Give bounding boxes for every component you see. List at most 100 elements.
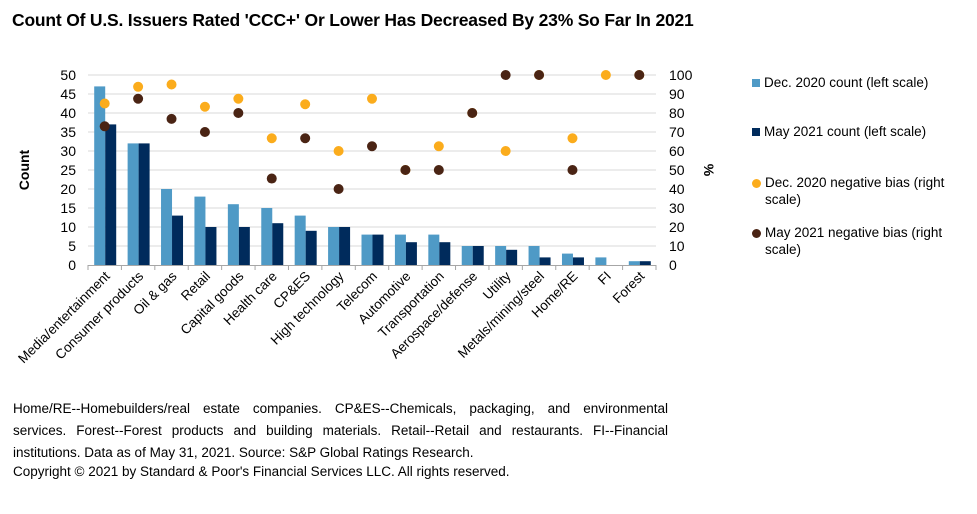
bar-dec-count — [294, 215, 306, 265]
bar-dec-count — [528, 246, 540, 265]
dot-dec-bias — [166, 79, 177, 90]
dot-dec-bias — [333, 146, 344, 156]
dot-dec-bias — [133, 81, 144, 92]
dot-may-bias — [333, 184, 344, 194]
bar-may-count — [506, 249, 518, 265]
bar-dec-count — [127, 143, 139, 265]
bar-may-count — [272, 223, 284, 265]
y-axis-title: Count — [16, 149, 32, 190]
bar-may-count — [238, 227, 250, 265]
legend-swatch-circle-icon — [752, 229, 761, 238]
dot-dec-bias — [367, 93, 377, 104]
x-category-label: Forest — [610, 268, 648, 306]
y2-tick-label: 20 — [669, 219, 685, 235]
dot-may-bias — [266, 173, 277, 184]
dot-dec-bias — [266, 133, 277, 144]
dot-dec-bias — [199, 101, 210, 112]
dot-may-bias — [166, 113, 177, 124]
dot-dec-bias — [567, 133, 578, 144]
bar-dec-count — [628, 261, 640, 265]
dot-may-bias — [367, 141, 377, 152]
y2-tick-label: 40 — [669, 181, 685, 197]
bar-dec-count — [161, 189, 173, 265]
y-tick-label: 25 — [60, 162, 76, 178]
y-tick-label: 10 — [60, 219, 76, 235]
bar-may-count — [472, 246, 484, 265]
legend-swatch-square-icon — [752, 79, 760, 87]
dots — [99, 70, 645, 194]
dot-may-bias — [133, 93, 144, 104]
y-tick-label: 15 — [60, 200, 76, 216]
y2-tick-label: 50 — [669, 162, 685, 178]
bar-may-count — [339, 227, 351, 265]
legend-label: Dec. 2020 negative bias (right scale) — [765, 175, 945, 207]
bar-may-count — [539, 257, 551, 265]
y2-tick-label: 60 — [669, 143, 685, 159]
dot-dec-bias — [500, 146, 511, 156]
dot-dec-bias — [600, 70, 611, 80]
y2-axis-title: % — [701, 164, 717, 177]
bar-may-count — [372, 234, 384, 265]
bar-dec-count — [495, 246, 507, 265]
bar-dec-count — [394, 234, 406, 265]
dot-may-bias — [300, 133, 311, 144]
legend-swatch-square-icon — [752, 128, 760, 136]
dot-dec-bias — [99, 98, 110, 109]
bar-dec-count — [461, 246, 473, 265]
bar-dec-count — [94, 86, 106, 266]
y2-tick-label: 30 — [669, 200, 685, 216]
dot-may-bias — [199, 127, 210, 137]
footnote: Home/RE--Homebuilders/real estate compan… — [13, 401, 668, 460]
y2-tick-label: 80 — [669, 105, 685, 121]
bar-dec-count — [227, 204, 239, 265]
legend-item-dec-bias: Dec. 2020 negative bias (right scale) — [752, 174, 972, 208]
chart: 0 5 10 15 20 25 30 35 40 45 50 0 10 20 30 40 50 60 70 80 90… — [15, 67, 717, 366]
legend-label: May 2021 count (left scale) — [764, 124, 927, 139]
y-axis-left-ticks: 0 5 10 15 20 25 30 35 40 45 50 — [60, 67, 76, 273]
dot-may-bias — [567, 165, 578, 175]
y-tick-label: 40 — [60, 105, 76, 121]
legend-item-may-count: May 2021 count (left scale) — [752, 123, 926, 140]
bar-dec-count — [561, 253, 573, 265]
bar-dec-count — [428, 234, 440, 265]
y-tick-label: 5 — [68, 238, 76, 254]
y2-tick-label: 10 — [669, 238, 685, 254]
y-axis-right-ticks: 0 10 20 30 40 50 60 70 80 90 100 — [669, 67, 693, 273]
legend-item-dec-count: Dec. 2020 count (left scale) — [752, 74, 928, 91]
y2-tick-label: 100 — [669, 67, 693, 83]
y2-tick-label: 90 — [669, 86, 685, 102]
bar-may-count — [138, 143, 150, 265]
copyright: Copyright © 2021 by Standard & Poor's Fi… — [13, 464, 510, 479]
dot-may-bias — [500, 70, 511, 80]
y2-tick-label: 70 — [669, 124, 685, 140]
dot-dec-bias — [233, 93, 244, 104]
legend-item-may-bias: May 2021 negative bias (right scale) — [752, 224, 972, 258]
bar-may-count — [639, 261, 651, 265]
dot-may-bias — [534, 70, 545, 80]
bar-may-count — [572, 257, 584, 265]
dot-may-bias — [634, 70, 645, 80]
bar-may-count — [105, 124, 117, 266]
bars — [94, 86, 651, 266]
y-tick-label: 35 — [60, 124, 76, 140]
y-tick-label: 30 — [60, 143, 76, 159]
bar-may-count — [172, 215, 184, 265]
legend-swatch-circle-icon — [752, 179, 761, 188]
bar-may-count — [405, 242, 417, 265]
x-category-label: FI — [595, 269, 614, 288]
axes — [87, 265, 657, 270]
dot-may-bias — [467, 108, 478, 118]
y-tick-label: 0 — [68, 257, 76, 273]
bar-dec-count — [595, 257, 607, 265]
y-tick-label: 20 — [60, 181, 76, 197]
y2-tick-label: 0 — [669, 257, 677, 273]
dot-may-bias — [400, 165, 411, 175]
legend-label: May 2021 negative bias (right scale) — [765, 225, 943, 257]
legend-label: Dec. 2020 count (left scale) — [764, 75, 929, 90]
bar-dec-count — [361, 234, 373, 265]
y-tick-label: 45 — [60, 86, 76, 102]
y-tick-label: 50 — [60, 67, 76, 83]
dot-dec-bias — [300, 99, 311, 110]
dot-may-bias — [99, 121, 110, 132]
